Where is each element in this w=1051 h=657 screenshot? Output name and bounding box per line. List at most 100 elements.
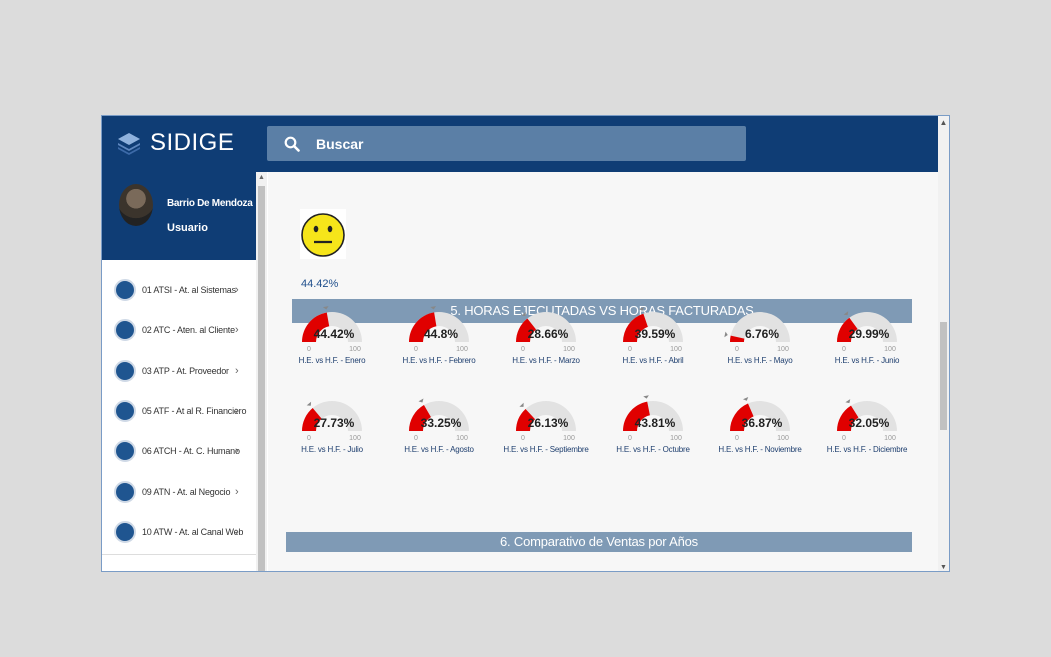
- gauge-max-label: 100: [456, 346, 468, 353]
- gauge-9: 26.13% 0 100 H.E. vs H.F. - Septiembre: [496, 383, 596, 461]
- sidebar-item-atp[interactable]: 03 ATP - At. Proveedor ›: [102, 351, 256, 391]
- chevron-right-icon: ›: [235, 284, 239, 297]
- gauge-label: H.E. vs H.F. - Abril: [622, 356, 684, 365]
- main-scrollbar[interactable]: ▼: [938, 130, 949, 571]
- gauge-min-label: 0: [414, 435, 418, 442]
- gauge-fill: [409, 312, 437, 342]
- section-title-6: 6. Comparativo de Ventas por Años: [286, 532, 912, 552]
- gauge-chart: 29.99%0 100: [837, 311, 897, 353]
- sidebar-item-label: 01 ATSI - At. al Sistemas: [142, 285, 236, 296]
- user-card: Barrio De Mendoza Usuario: [102, 172, 256, 260]
- page-scroll-up-arrow[interactable]: ▲: [938, 116, 949, 130]
- gauge-label: H.E. vs H.F. - Enero: [298, 356, 366, 365]
- main-content: 44.42% 5. HORAS EJECUTADAS VS HORAS FACT…: [268, 172, 938, 571]
- gauge-11: 36.87% 0 100 H.E. vs H.F. - Noviembre: [710, 383, 810, 461]
- gauge-chart: 26.13%0 100: [516, 401, 576, 442]
- gauge-fill: [409, 405, 431, 431]
- sidebar-item-label: 10 ATW - At. al Canal Web: [142, 526, 244, 537]
- gauge-pointer: [306, 401, 312, 406]
- gauge-pointer: [845, 399, 851, 404]
- layers-logo-icon: [118, 133, 140, 155]
- gauge-pointer: [430, 306, 437, 310]
- sidebar-scroll-thumb[interactable]: [258, 186, 265, 571]
- sidebar-item-label: 03 ATP - At. Proveedor: [142, 365, 229, 376]
- chart-icon: [114, 400, 136, 423]
- gauge-chart: 27.73%0 100: [302, 401, 362, 442]
- sidebar-item-label: 06 ATCH - At. C. Humano: [142, 446, 240, 457]
- handshake-icon: [114, 480, 136, 503]
- gauge-label: H.E. vs H.F. - Febrero: [402, 356, 476, 365]
- gauge-min-label: 0: [842, 435, 846, 442]
- gauge-value: 32.05%: [849, 416, 890, 430]
- gauge-fill: [623, 401, 650, 431]
- chevron-right-icon: ›: [235, 405, 239, 418]
- search-bar[interactable]: [267, 126, 746, 161]
- sidebar-item-atf[interactable]: 05 ATF - At al R. Financiero ›: [102, 391, 256, 431]
- gauge-fill: [516, 318, 537, 342]
- neutral-face-icon: [300, 209, 346, 259]
- app-title: SIDIGE: [150, 129, 235, 156]
- gauge-value: 44.8%: [424, 327, 458, 341]
- gauge-label: H.E. vs H.F. - Agosto: [404, 445, 474, 454]
- gears-icon: [114, 279, 136, 302]
- gauge-max-label: 100: [563, 346, 575, 353]
- gauge-value: 33.25%: [421, 416, 462, 430]
- gauge-label: H.E. vs H.F. - Junio: [834, 356, 900, 365]
- gauge-5: 6.76% 0 100 H.E. vs H.F. - Mayo: [710, 294, 810, 372]
- gauge-fill: [516, 409, 536, 431]
- gauge-min-label: 0: [628, 435, 632, 442]
- gauge-chart: 44.42%0 100: [302, 306, 362, 353]
- gauge-fill: [302, 312, 330, 342]
- search-input[interactable]: [316, 135, 716, 152]
- gauge-value: 44.42%: [314, 327, 355, 341]
- gauge-6: 29.99% 0 100 H.E. vs H.F. - Junio: [817, 294, 917, 372]
- search-icon: [284, 136, 300, 152]
- sidebar-scrollbar[interactable]: ▲: [256, 172, 267, 571]
- gauge-pointer: [843, 311, 849, 316]
- gauge-value: 39.59%: [635, 327, 676, 341]
- gauge-fill: [302, 408, 322, 431]
- gauge-pointer: [742, 396, 749, 401]
- gauge-min-label: 0: [735, 435, 739, 442]
- gauge-min-label: 0: [842, 346, 846, 353]
- sidebar-item-atch[interactable]: 06 ATCH - At. C. Humano ›: [102, 431, 256, 471]
- sidebar-scroll-up-arrow[interactable]: ▲: [258, 174, 265, 181]
- gauge-label: H.E. vs H.F. - Octubre: [616, 445, 690, 454]
- sidebar-item-atc[interactable]: 02 ATC - Aten. al Cliente ›: [102, 310, 256, 350]
- gauge-chart: 28.66%0 100: [516, 312, 576, 353]
- gauge-value: 29.99%: [849, 327, 890, 341]
- gauge-value: 6.76%: [745, 327, 779, 341]
- gauge-fill: [837, 317, 858, 342]
- user-role: Usuario: [167, 222, 208, 234]
- chevron-right-icon: ›: [235, 445, 239, 458]
- sidebar: Barrio De Mendoza Usuario 01 ATSI - At. …: [102, 172, 256, 571]
- gauge-min-label: 0: [307, 346, 311, 353]
- avatar[interactable]: [119, 184, 153, 226]
- gauge-max-label: 100: [884, 346, 896, 353]
- chevron-right-icon: ›: [235, 525, 239, 538]
- app-logo[interactable]: SIDIGE: [116, 126, 234, 160]
- sidebar-item-atn[interactable]: 09 ATN - At. al Negocio ›: [102, 471, 256, 511]
- sidebar-item-atsi[interactable]: 01 ATSI - At. al Sistemas ›: [102, 270, 256, 310]
- gauge-chart: 36.87%0 100: [730, 396, 790, 442]
- sidebar-item-label: 09 ATN - At. al Negocio: [142, 486, 231, 497]
- gauge-value: 28.66%: [528, 327, 569, 341]
- main-scroll-thumb[interactable]: [940, 322, 947, 430]
- gauge-chart: 33.25%0 100: [409, 398, 469, 442]
- gauge-track: [730, 312, 790, 342]
- gauge-label: H.E. vs H.F. - Marzo: [512, 356, 580, 365]
- sidebar-item-label: 05 ATF - At al R. Financiero: [142, 406, 247, 417]
- gauge-min-label: 0: [307, 435, 311, 442]
- delivery-icon: [114, 359, 136, 382]
- gauge-min-label: 0: [628, 346, 632, 353]
- gauge-chart: 44.8% 0 100: [409, 306, 469, 353]
- gauge-7: 27.73% 0 100 H.E. vs H.F. - Julio: [282, 383, 382, 461]
- gauge-label: H.E. vs H.F. - Diciembre: [826, 445, 908, 454]
- users-icon: [114, 319, 136, 342]
- gauge-10: 43.81% 0 100 H.E. vs H.F. - Octubre: [603, 383, 703, 461]
- gauge-pointer: [638, 307, 645, 311]
- gauge-max-label: 100: [670, 346, 682, 353]
- gauge-max-label: 100: [349, 346, 361, 353]
- main-scroll-down-arrow[interactable]: ▼: [940, 564, 947, 571]
- sidebar-item-atw[interactable]: 10 ATW - At. al Canal Web ›: [102, 512, 256, 552]
